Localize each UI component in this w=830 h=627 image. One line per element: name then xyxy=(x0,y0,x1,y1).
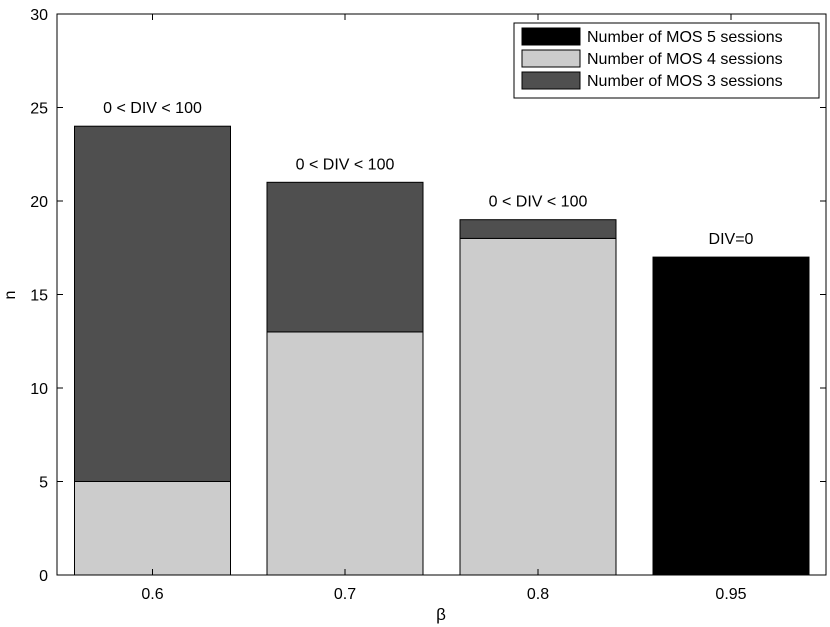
x-axis-label: β xyxy=(436,605,446,624)
bar-annotation: 0 < DIV < 100 xyxy=(296,156,395,173)
x-tick-label: 0.6 xyxy=(141,586,163,603)
legend: Number of MOS 5 sessions Number of MOS 4 … xyxy=(513,22,820,99)
bar-0_6-series-1 xyxy=(74,481,231,576)
bar-0_8-series-2 xyxy=(459,219,617,239)
y-tick-label: 10 xyxy=(30,381,48,398)
y-tick-label: 0 xyxy=(39,568,48,585)
bars-group xyxy=(74,125,810,576)
annotations-group: 0 < DIV < 100 0 < DIV < 100 0 < DIV < 100 D… xyxy=(103,100,753,248)
x-tick-label: 0.8 xyxy=(527,586,549,603)
legend-label: Number of MOS 5 sessions xyxy=(587,29,783,46)
bar-0_7-series-2 xyxy=(266,181,424,333)
x-axis: 0.6 0.7 0.8 0.95 xyxy=(141,14,747,603)
bar-annotation: DIV=0 xyxy=(709,231,754,248)
y-axis-label: n xyxy=(2,291,19,300)
y-tick-label: 5 xyxy=(39,475,48,492)
bar-0_7-series-1 xyxy=(266,331,424,576)
legend-swatch xyxy=(521,71,581,90)
bar-0_6-series-2 xyxy=(74,125,231,482)
y-tick-label: 20 xyxy=(30,194,48,211)
bar-0_8-series-1 xyxy=(459,237,617,576)
legend-label: Number of MOS 4 sessions xyxy=(587,51,783,68)
y-tick-label: 30 xyxy=(30,7,48,24)
legend-swatch xyxy=(521,49,581,68)
x-tick-label: 0.95 xyxy=(715,586,746,603)
bar-annotation: 0 < DIV < 100 xyxy=(103,100,202,117)
bar-annotation: 0 < DIV < 100 xyxy=(489,194,588,211)
legend-swatch xyxy=(521,27,581,46)
bar-0_95-series-0 xyxy=(652,256,810,576)
x-tick-label: 0.7 xyxy=(334,586,356,603)
y-axis: 0 5 10 15 20 25 30 xyxy=(30,7,826,585)
y-tick-label: 25 xyxy=(30,101,48,118)
y-tick-label: 15 xyxy=(30,288,48,305)
legend-label: Number of MOS 3 sessions xyxy=(587,73,783,90)
